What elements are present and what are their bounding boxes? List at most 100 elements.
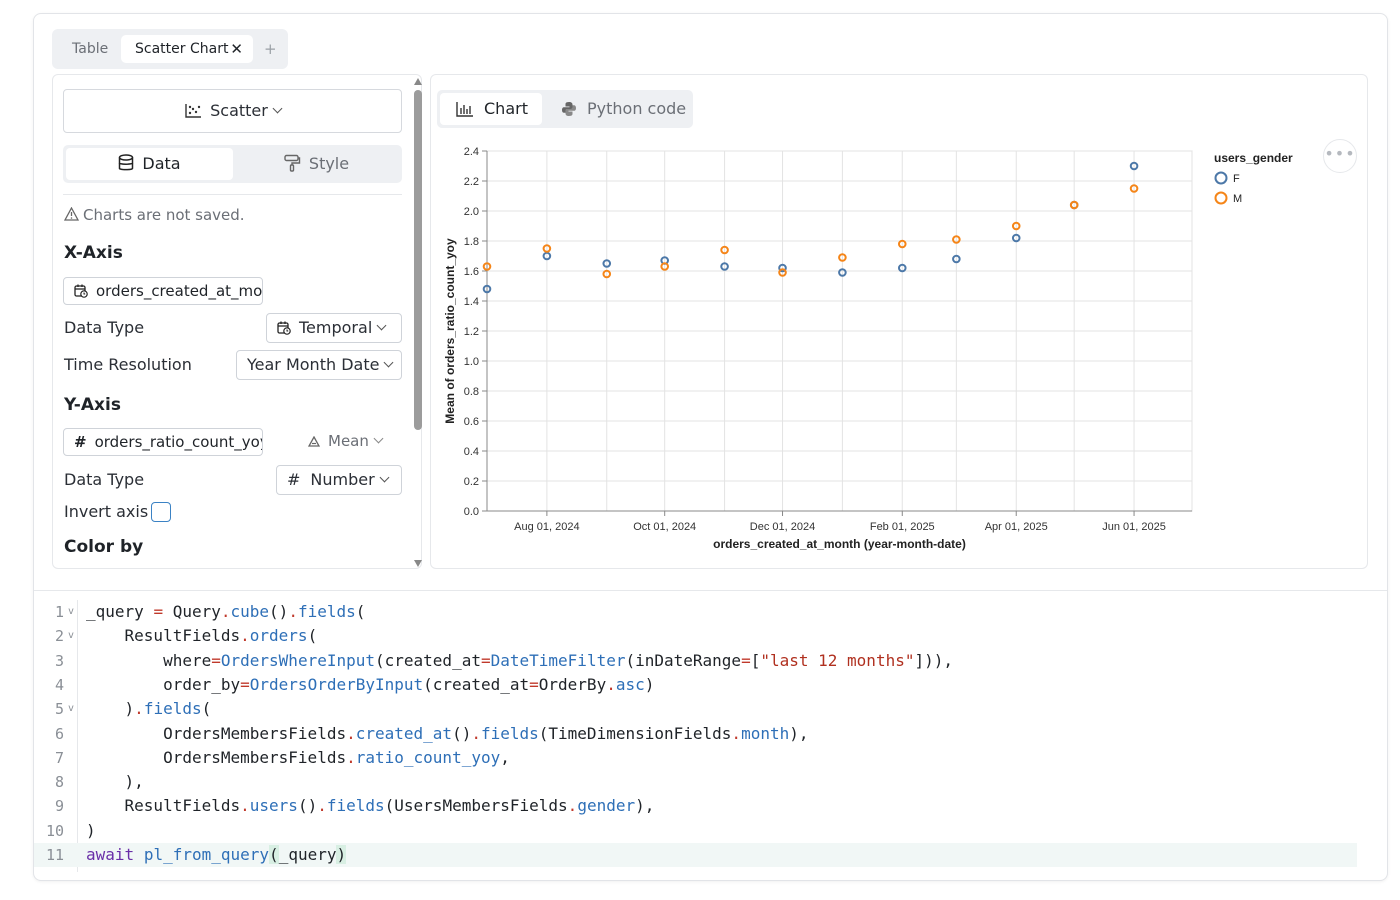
fold-chevron-icon[interactable]: v xyxy=(68,630,75,642)
line-number: 10 xyxy=(45,821,64,840)
x-tick-label: Apr 01, 2025 xyxy=(985,521,1048,533)
tab-table[interactable]: Table xyxy=(72,41,109,57)
y-tick-label: 1.8 xyxy=(464,236,479,248)
x-data-type-label: Data Type xyxy=(64,318,145,337)
scatter-icon xyxy=(185,104,202,118)
scroll-up-arrow-icon[interactable] xyxy=(414,78,422,85)
close-icon[interactable]: ✕ xyxy=(230,40,243,58)
x-tick-label: Jun 01, 2025 xyxy=(1102,521,1166,533)
line-number: 1 xyxy=(54,603,64,621)
paint-roller-icon xyxy=(284,154,301,172)
code-line[interactable]: 3 where=OrdersWhereInput(created_at=Date… xyxy=(34,649,1357,673)
warning-text: Charts are not saved. xyxy=(83,206,245,224)
code-line[interactable]: 8 ), xyxy=(34,770,1357,794)
tab-style-label: Style xyxy=(308,154,350,173)
tab-style[interactable]: Style xyxy=(233,148,399,180)
code-line[interactable]: 10) xyxy=(34,819,1357,843)
x-axis-field-name: orders_created_at_month xyxy=(96,282,263,300)
x-tick-label: Aug 01, 2024 xyxy=(514,521,579,533)
chevron-down-icon xyxy=(379,472,390,483)
tab-python-code[interactable]: Python code xyxy=(545,93,691,125)
point-m xyxy=(482,262,492,271)
time-resolution-label: Time Resolution xyxy=(64,355,192,374)
y-axis-field-name: orders_ratio_count_yoy xyxy=(94,433,263,451)
code-text: _query = Query.cube().fields( xyxy=(86,602,366,621)
invert-axis-checkbox[interactable] xyxy=(151,502,171,522)
point-f xyxy=(602,259,612,268)
code-line[interactable]: 11 await pl_from_query(_query) xyxy=(34,843,1357,867)
code-line[interactable]: 7 OrdersMembersFields.ratio_count_yoy, xyxy=(34,746,1357,770)
tab-data[interactable]: Data xyxy=(66,148,233,180)
not-saved-warning: Charts are not saved. xyxy=(63,206,245,224)
legend-marker-m xyxy=(1214,191,1228,205)
point-m xyxy=(660,262,669,271)
x-axis-field[interactable]: orders_created_at_month xyxy=(63,277,263,305)
point-f xyxy=(720,262,729,271)
more-options-button[interactable]: ••• xyxy=(1323,139,1357,173)
y-data-type-label: Data Type xyxy=(64,470,145,489)
y-tick-label: 2.2 xyxy=(464,176,479,188)
tab-scatter-label: Scatter Chart xyxy=(135,41,229,57)
line-number: 4 xyxy=(54,675,64,694)
time-resolution-select[interactable]: Year Month Date xyxy=(236,350,402,380)
sigma-triangle-icon xyxy=(307,435,321,447)
y-tick-label: 0.6 xyxy=(464,416,479,428)
aggregate-value: Mean xyxy=(328,432,369,450)
x-data-type-value: Temporal xyxy=(299,318,373,337)
fold-chevron-icon[interactable]: v xyxy=(68,703,75,715)
x-tick-label: Oct 01, 2024 xyxy=(633,521,696,533)
code-text: ResultFields.orders( xyxy=(86,626,318,646)
point-f xyxy=(778,263,787,273)
code-line[interactable]: 4 order_by=OrdersOrderByInput(created_at… xyxy=(34,673,1357,697)
scatter-chart: 0.0 0.2 0.4 0.6 0.8 1.0 1.2 1.4 1.6 1.8 2.0 2.2 2.4 A… xyxy=(443,146,1293,551)
line-number: 2 xyxy=(54,627,64,646)
line-number: 7 xyxy=(54,748,64,767)
chevron-down-icon xyxy=(373,433,384,444)
x-tick-label: Feb 01, 2025 xyxy=(870,521,935,533)
aggregate-select[interactable]: Mean xyxy=(307,432,384,450)
chart-type-dropdown[interactable]: Scatter xyxy=(63,89,402,133)
editor-divider xyxy=(34,590,1387,591)
color-by-heading: Color by xyxy=(64,537,144,557)
x-data-type-select[interactable]: Temporal xyxy=(266,313,402,343)
chevron-down-icon xyxy=(272,103,283,114)
point-m xyxy=(1069,200,1079,210)
scroll-down-arrow-icon[interactable] xyxy=(414,560,422,567)
hash-icon: # xyxy=(287,470,301,489)
y-axis-field[interactable]: # orders_ratio_count_yoy xyxy=(63,428,263,456)
point-m xyxy=(1011,221,1021,231)
tab-chart[interactable]: Chart xyxy=(440,93,542,125)
data-style-toggle: Data Style xyxy=(63,145,402,183)
x-axis-heading: X-Axis xyxy=(64,243,123,263)
code-line[interactable]: 9 ResultFields.users().fields(UsersMembe… xyxy=(34,794,1357,818)
invert-axis-label: Invert axis xyxy=(64,502,149,521)
legend-label-m: M xyxy=(1233,193,1242,205)
code-text: ) xyxy=(86,820,96,840)
editor-gutter-line xyxy=(77,600,78,872)
database-icon xyxy=(119,154,134,171)
scroll-thumb[interactable] xyxy=(414,90,422,430)
code-text: OrdersMembersFields.ratio_count_yoy, xyxy=(86,747,510,767)
config-scrollbar[interactable] xyxy=(414,78,422,568)
point-m xyxy=(602,269,612,279)
y-data-type-value: Number xyxy=(310,470,375,489)
y-tick-label: 0.0 xyxy=(464,506,479,518)
calendar-clock-icon xyxy=(277,321,291,335)
legend-title: users_gender xyxy=(1214,151,1293,165)
code-text: where=OrdersWhereInput(created_at=DateTi… xyxy=(86,650,953,670)
tab-scatter-chart[interactable]: Scatter Chart ✕ xyxy=(121,35,253,63)
y-axis-heading: Y-Axis xyxy=(64,395,121,415)
code-text: ).fields( xyxy=(86,699,212,719)
point-m xyxy=(542,244,552,253)
code-line[interactable]: 6 OrdersMembersFields.created_at().field… xyxy=(34,722,1357,746)
line-number: 9 xyxy=(54,797,64,816)
hash-icon: # xyxy=(74,433,87,451)
point-m xyxy=(1129,184,1139,193)
point-f xyxy=(1011,233,1021,243)
code-line[interactable]: 1 v _query = Query.cube().fields( xyxy=(34,600,1357,624)
fold-chevron-icon[interactable]: v xyxy=(68,606,75,617)
add-tab-button[interactable]: + xyxy=(264,40,277,58)
y-data-type-select[interactable]: # Number xyxy=(276,465,402,495)
